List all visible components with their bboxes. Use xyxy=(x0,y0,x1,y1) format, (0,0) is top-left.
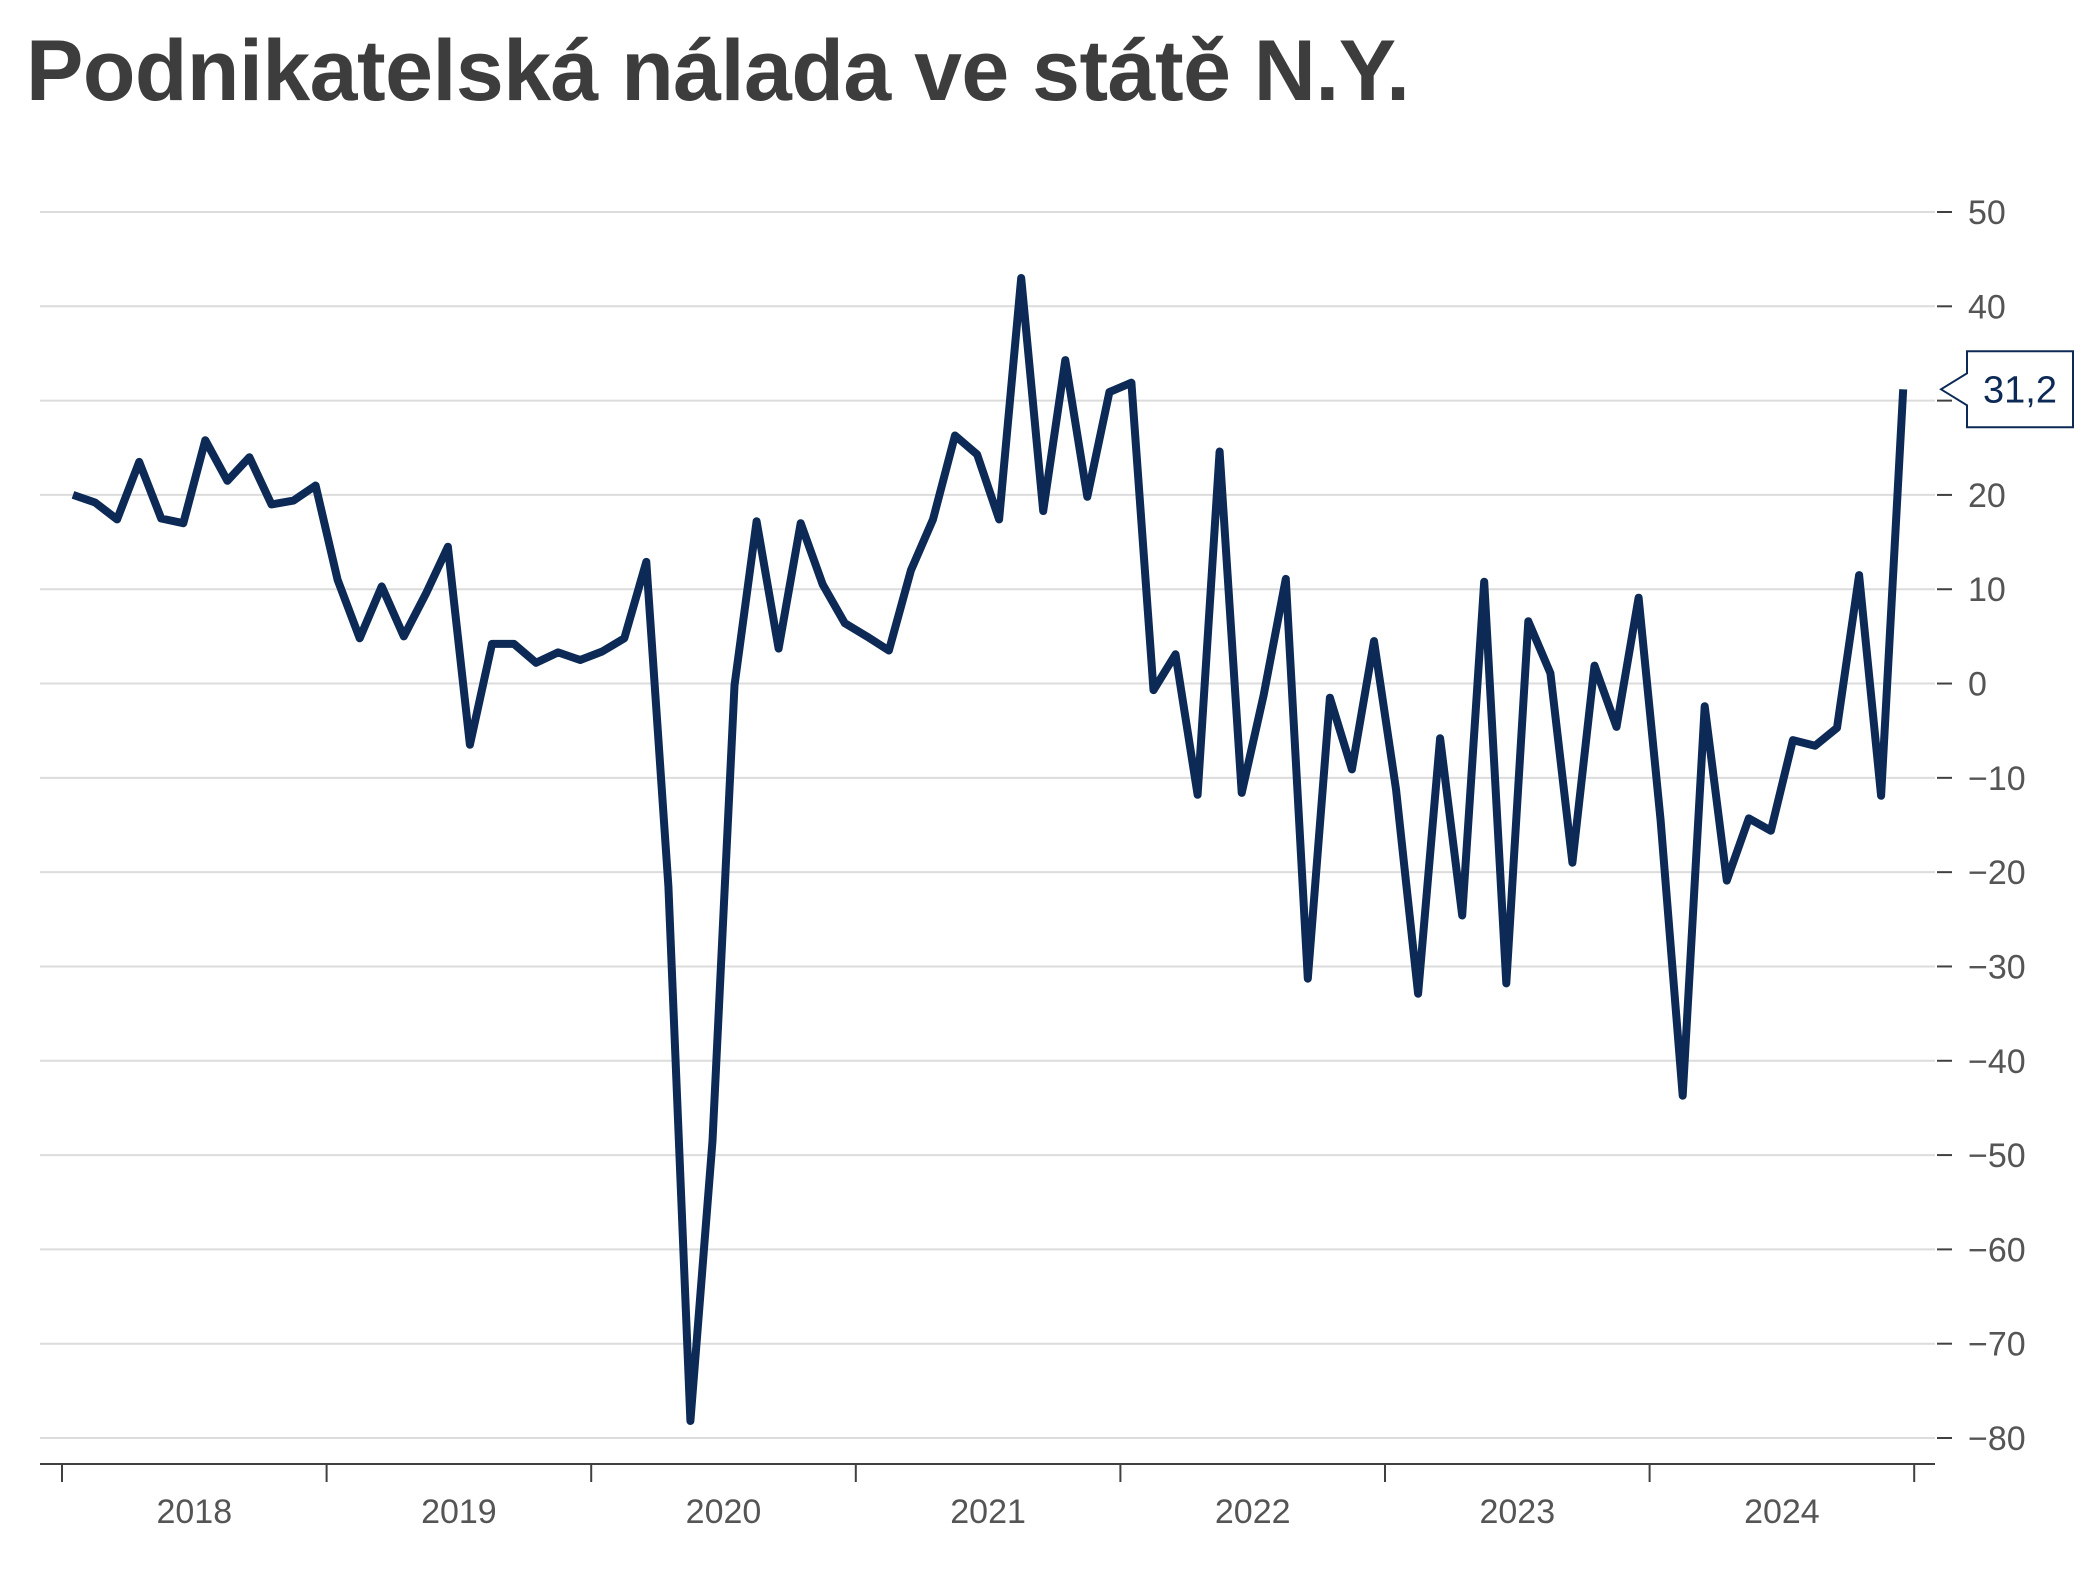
y-tick-label: 40 xyxy=(1968,288,2006,326)
callout-box xyxy=(1939,350,2074,429)
y-tick-label: −60 xyxy=(1968,1231,2026,1269)
last-value-callout: 31,2 xyxy=(1939,350,2074,429)
x-tick-label: 2018 xyxy=(156,1493,232,1531)
x-axis: 2018 2019 2020 2021 2022 2023 2024 xyxy=(40,1463,1935,1531)
y-tick-label: −20 xyxy=(1968,854,2026,892)
y-tick-label: −40 xyxy=(1968,1043,2026,1081)
chart-title: Podnikatelská nálada ve státě N.Y. xyxy=(26,23,1410,119)
x-tick-label: 2023 xyxy=(1479,1493,1555,1531)
last-value-label: 31,2 xyxy=(1983,369,2057,411)
y-tick-label: 20 xyxy=(1968,477,2006,515)
x-tick-label: 2019 xyxy=(421,1493,497,1531)
x-tick-label: 2024 xyxy=(1744,1493,1820,1531)
y-tick-label: 50 xyxy=(1968,194,2006,232)
series-layer xyxy=(71,274,1908,1425)
y-tick-label: −70 xyxy=(1968,1326,2026,1364)
x-tick-label: 2022 xyxy=(1215,1493,1291,1531)
y-tick-label: 10 xyxy=(1968,571,2006,609)
grid-lines xyxy=(40,211,1935,1439)
x-tick-label: 2020 xyxy=(686,1493,762,1531)
y-tick-label: −80 xyxy=(1968,1420,2026,1458)
y-tick-label: −10 xyxy=(1968,760,2026,798)
x-tick-label: 2021 xyxy=(950,1493,1026,1531)
y-tick-label: 0 xyxy=(1968,666,1987,704)
y-tick-label: −30 xyxy=(1968,948,2026,986)
y-tick-label: −50 xyxy=(1968,1137,2026,1175)
series-line xyxy=(71,274,1908,1425)
